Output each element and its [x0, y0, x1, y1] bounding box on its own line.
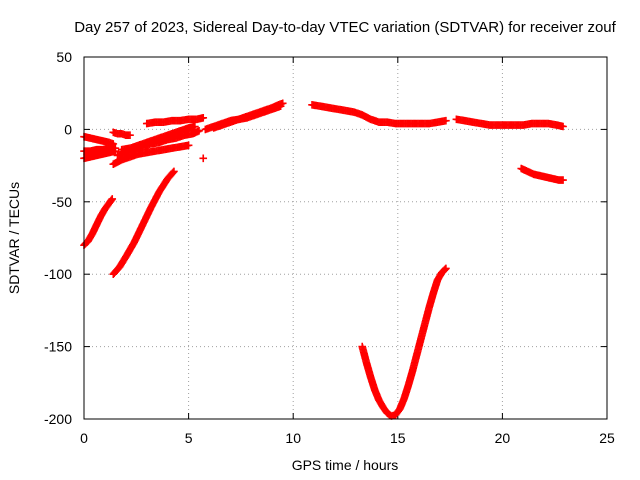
data-point — [108, 195, 117, 203]
data-track — [117, 122, 199, 154]
x-tick-labels: 0 5 10 15 20 25 — [80, 430, 615, 446]
y-tick-label: -200 — [44, 411, 72, 427]
y-tick-labels: -200 -150 -100 -50 0 50 — [44, 49, 72, 427]
data-point — [199, 114, 208, 122]
data-track — [109, 128, 134, 139]
data-point — [442, 116, 450, 125]
data-point — [184, 141, 193, 150]
data-point — [442, 264, 450, 273]
data-track — [142, 114, 208, 128]
x-tick-label: 5 — [185, 430, 193, 446]
x-axis-title: GPS time / hours — [292, 457, 399, 473]
data-point — [559, 122, 567, 131]
y-tick-label: 50 — [56, 49, 72, 65]
data-track — [199, 154, 208, 163]
data-point — [170, 167, 178, 176]
data-point — [199, 154, 208, 163]
x-tick-label: 15 — [390, 430, 406, 446]
data-point — [191, 122, 199, 131]
chart-title: Day 257 of 2023, Sidereal Day-to-day VTE… — [74, 19, 616, 36]
data-point — [126, 131, 134, 139]
y-tick-label: -100 — [44, 266, 72, 282]
data-track — [358, 264, 450, 420]
data-point — [169, 168, 177, 177]
data-track — [80, 147, 120, 163]
data-track — [109, 167, 178, 278]
y-tick-label: -150 — [44, 339, 72, 355]
data-track — [80, 132, 118, 148]
data-point — [559, 176, 567, 184]
x-tick-label: 25 — [599, 430, 615, 446]
data-point — [441, 265, 449, 274]
data-point — [111, 147, 120, 155]
plot-frame — [83, 56, 608, 420]
data-track — [517, 164, 567, 184]
data-track — [209, 99, 287, 132]
data-track — [452, 115, 567, 131]
y-tick-label: 0 — [64, 121, 72, 137]
data-point — [278, 99, 287, 108]
data-track — [80, 195, 117, 250]
data-points — [80, 99, 567, 420]
x-tick-label: 10 — [285, 430, 301, 446]
x-tick-label: 20 — [495, 430, 511, 446]
data-track — [308, 100, 450, 128]
data-track — [109, 141, 193, 168]
x-tick-label: 0 — [80, 430, 88, 446]
y-axis-title: SDTVAR / TECUs — [6, 182, 22, 294]
y-tick-label: -50 — [52, 194, 72, 210]
data-point — [195, 127, 203, 135]
